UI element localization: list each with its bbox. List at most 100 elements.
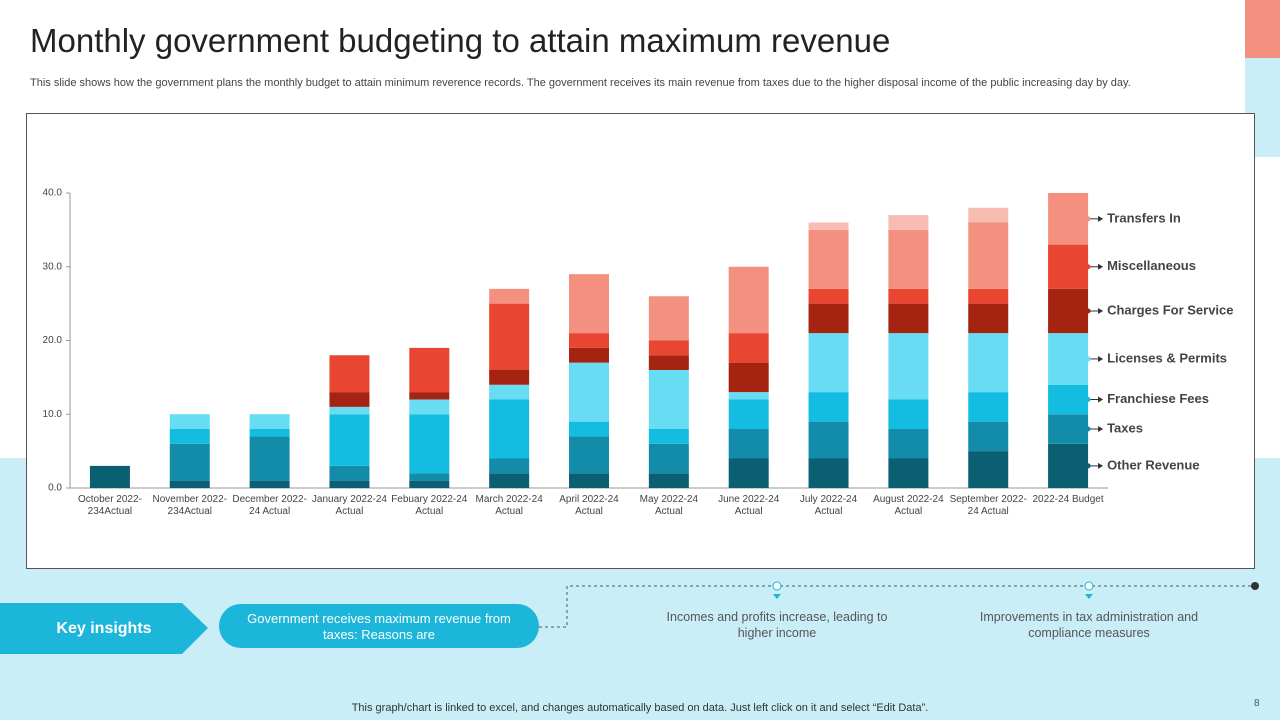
decor bbox=[1245, 0, 1280, 58]
bar-segment bbox=[249, 414, 290, 429]
bar-segment bbox=[728, 266, 769, 334]
pointer bbox=[1085, 594, 1093, 599]
bar-segment bbox=[569, 473, 609, 488]
bar-segment bbox=[329, 465, 370, 481]
legend-label: Miscellaneous bbox=[1107, 258, 1196, 273]
legend-label: Other Revenue bbox=[1107, 457, 1199, 472]
bar-segment bbox=[968, 222, 1009, 289]
bar-segment bbox=[169, 414, 210, 429]
bar-segment bbox=[888, 333, 929, 400]
bar-segment bbox=[648, 370, 689, 429]
bar-segment bbox=[569, 362, 609, 422]
x-tick-label: May 2022-24 Actual bbox=[639, 494, 699, 517]
x-tick-label: Febuary 2022-24 Actual bbox=[391, 494, 468, 517]
bar-segment bbox=[569, 347, 609, 363]
bar-segment bbox=[329, 406, 370, 415]
x-tick-label: August 2022-24 Actual bbox=[873, 494, 944, 517]
dot bbox=[1084, 581, 1094, 591]
bar-segment bbox=[808, 288, 849, 304]
y-tick-label: 0.0 bbox=[48, 483, 62, 494]
bar-segment bbox=[1048, 193, 1089, 245]
legend-arrowhead bbox=[1098, 355, 1104, 362]
bar-segment bbox=[489, 288, 530, 304]
dot bbox=[1251, 582, 1259, 590]
legend-arrowhead bbox=[1098, 462, 1104, 469]
bar-segment bbox=[409, 480, 450, 488]
bar-segment bbox=[169, 480, 210, 488]
bar-segment bbox=[249, 429, 290, 437]
bar-segment bbox=[728, 429, 769, 459]
bar-segment bbox=[888, 303, 929, 334]
bar-segment bbox=[1048, 244, 1089, 289]
legend-arrowhead bbox=[1098, 426, 1104, 432]
bar-segment bbox=[409, 399, 450, 415]
x-tick-label: September 2022-24 Actual bbox=[949, 494, 1027, 517]
x-tick-label: July 2022-24 Actual bbox=[799, 494, 858, 517]
bar-segment bbox=[329, 355, 370, 393]
legend-arrowhead bbox=[1098, 396, 1104, 403]
x-tick-label: October 2022-234Actual bbox=[77, 494, 142, 517]
headline: Government receives maximum revenue from… bbox=[247, 611, 511, 642]
bar-segment bbox=[329, 414, 370, 466]
bar-segment bbox=[968, 207, 1009, 223]
x-tick-label: June 2022-24 Actual bbox=[718, 494, 780, 517]
y-tick-label: 40.0 bbox=[43, 188, 63, 199]
bar-segment bbox=[329, 480, 370, 488]
bar-segment bbox=[409, 392, 450, 400]
legend-label: Taxes bbox=[1107, 420, 1143, 435]
x-tick-label: April 2022-24 Actual bbox=[559, 494, 619, 517]
bar-segment bbox=[808, 392, 849, 422]
bar-segment bbox=[489, 458, 530, 474]
bar-segment bbox=[888, 399, 929, 429]
y-tick-label: 20.0 bbox=[43, 335, 63, 346]
legend-label: Franchiese Fees bbox=[1107, 391, 1209, 406]
bar-segment bbox=[888, 215, 929, 230]
bar-segment bbox=[409, 414, 450, 474]
legend-marker bbox=[1085, 397, 1091, 402]
legend-label: Licenses & Permits bbox=[1107, 350, 1227, 365]
bar-segment bbox=[968, 421, 1009, 452]
bar-segment bbox=[808, 303, 849, 334]
bar-segment bbox=[968, 303, 1009, 334]
bar-segment bbox=[1048, 384, 1089, 415]
bar-segment bbox=[489, 370, 530, 385]
bar-segment bbox=[728, 362, 769, 393]
bar-segment bbox=[169, 443, 210, 481]
legend-marker bbox=[1085, 216, 1091, 222]
bar-segment bbox=[968, 333, 1009, 393]
bar-segment bbox=[968, 288, 1009, 304]
bar-segment bbox=[808, 229, 849, 289]
pointer bbox=[773, 594, 781, 599]
dot bbox=[772, 581, 782, 591]
x-tick-label: November 2022-234Actual bbox=[152, 494, 227, 517]
bar-segment bbox=[489, 399, 530, 459]
bar-segment bbox=[728, 458, 769, 488]
legend-arrowhead bbox=[1098, 308, 1104, 314]
key-insights-arrow bbox=[0, 603, 208, 654]
legend-marker bbox=[1085, 463, 1091, 469]
legend-marker bbox=[1085, 426, 1091, 432]
bar-segment bbox=[968, 451, 1009, 488]
bar-segment bbox=[648, 355, 689, 370]
bar-segment bbox=[888, 458, 929, 488]
page-number: 8 bbox=[1254, 698, 1260, 709]
legend-label: Charges For Service bbox=[1107, 302, 1233, 317]
bar-segment bbox=[648, 296, 689, 341]
x-tick-label: March 2022-24 Actual bbox=[475, 494, 543, 517]
x-tick-label: January 2022-24 Actual bbox=[311, 494, 387, 517]
bar-segment bbox=[728, 399, 769, 429]
bar-segment bbox=[89, 465, 130, 488]
bar-segment bbox=[489, 384, 530, 400]
bar-segment bbox=[249, 436, 290, 481]
headline-pill bbox=[219, 604, 539, 648]
bar-segment bbox=[888, 429, 929, 459]
y-tick-label: 30.0 bbox=[43, 261, 63, 272]
bar-segment bbox=[1048, 288, 1089, 334]
bar-segment bbox=[489, 303, 530, 370]
bar-segment bbox=[1048, 414, 1089, 444]
legend-arrowhead bbox=[1098, 263, 1104, 270]
bar-segment bbox=[1048, 333, 1089, 385]
bar-segment bbox=[888, 229, 929, 289]
y-tick-label: 10.0 bbox=[43, 409, 63, 420]
